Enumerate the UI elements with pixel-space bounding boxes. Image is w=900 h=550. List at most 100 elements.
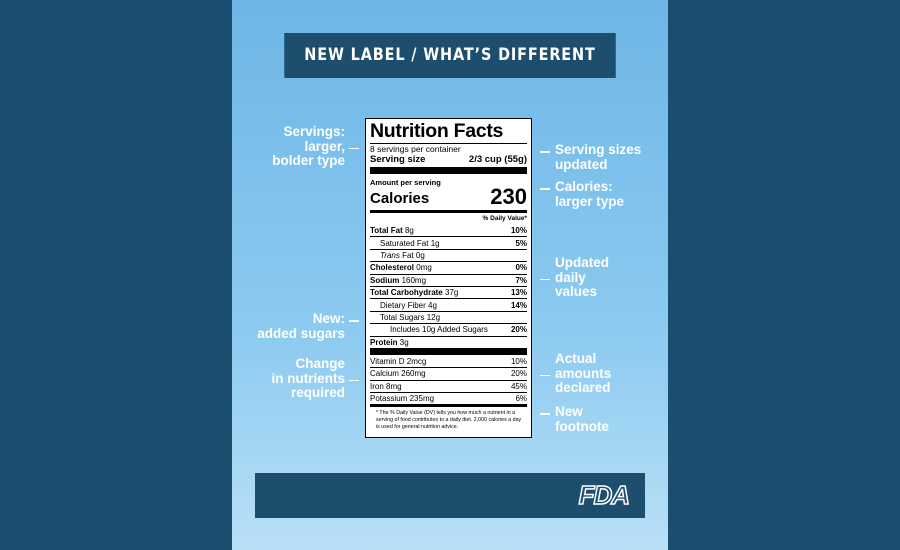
rule [370,404,527,408]
nutrient-row: Includes 10g Added Sugars 20% [370,323,527,335]
nutrient-row: Total Fat 8g 10% [370,224,527,236]
nutrient-dv: 10% [510,225,527,235]
dash [349,320,359,322]
annotation-line: New [555,404,583,419]
annotation-line: declared [555,380,611,395]
nutrient-name: Total Fat [370,225,403,235]
annotation-line: larger type [555,193,625,209]
nutrient-row: Total Carbohydrate 37g 13% [370,285,527,298]
nutrient-amount: 1g [430,238,440,248]
nutrient-name: Includes 10g Added Sugars [390,325,488,335]
nutrient-row: Vitamin D 2mcg 10% [370,355,527,367]
nutrient-name: Saturated Fat [380,238,429,248]
annotation-line: larger, [304,138,345,154]
nutrient-row: Trans Fat 0g [370,248,527,261]
nutrient: Sodium 160mg [370,276,426,285]
nutrient: Dietary Fiber 4g [370,301,437,310]
dash [540,188,550,190]
footnote: * The % Daily Value (DV) tells you how m… [376,410,522,431]
dash [349,379,359,381]
nutrient: Calcium 260mg [370,369,426,378]
nutrient-name: Vitamin D [370,356,405,366]
nutrient-row: Total Sugars 12g [370,310,527,323]
nutrient-name: Dietary Fiber [380,300,426,310]
annotation-line: added sugars [257,325,345,341]
annotation: New: added sugars [257,311,345,341]
nutrient-row: Sodium 160mg 7% [370,273,527,286]
nutrient-amount: 8mg [386,381,402,391]
nutrient-row: Protein 3g [370,335,527,348]
nutrient-amount: Fat 0g [402,250,425,260]
calories-label: Calories [370,190,430,207]
annotation: Updated daily values [555,255,609,300]
footer-bar: FDA [255,473,645,518]
nutrient-row: Potassium 235mg 6% [370,392,527,404]
nutrition-label: Nutrition Facts 8 servings per container… [365,118,532,438]
panel: NEW LABEL / WHAT’S DIFFERENT FDA [232,0,668,550]
nutrient-amount: 160mg [401,275,427,285]
nutrient: Total Carbohydrate 37g [370,288,458,297]
nutrient-dv: 7% [515,275,527,285]
nutrient-dv: 5% [515,238,527,248]
nutrient-dv: 20% [510,325,527,335]
nutrients: Total Fat 8g 10% Saturated Fat 1g 5% Trans F… [370,224,527,348]
annotation-line: Calories: [555,179,613,194]
serving-size-label: Serving size [370,154,426,165]
nutrient: Protein 3g [370,338,409,347]
nutrient-amount: 0mg [416,263,432,273]
amount-per-serving: Amount per serving [370,178,441,187]
dash [540,151,550,153]
calories-value: 230 [490,184,527,209]
nutrient-row: Cholesterol 0mg 0% [370,261,527,273]
annotation: Serving sizes updated [555,142,641,172]
rule [370,347,527,355]
dash [540,413,550,415]
serving-size-value: 2/3 cup (55g) [468,154,527,165]
nutrient-dv: 20% [510,369,527,379]
nutrient-dv: 45% [510,381,527,391]
nutrient-name: Calcium [370,369,399,379]
nutrient-dv: 13% [510,288,527,298]
annotation-line: updated [555,156,608,172]
dash [349,147,359,149]
nutrient-name: Trans [380,250,400,260]
nutrient-name: Protein [370,337,398,347]
annotation: Calories: larger type [555,179,625,209]
nutrient: Total Sugars 12g [370,313,440,322]
nutrient-amount: 37g [444,288,459,298]
rule [370,210,527,213]
nutrient-name: Sodium [370,275,400,285]
nutrient-amount: 8g [404,225,414,235]
annotation-line: amounts [555,365,612,381]
nutrient-dv: 0% [515,263,527,273]
calories: Calories 230 [370,184,527,209]
dash [540,278,550,280]
nutrient-dv: 10% [510,356,527,366]
annotation-line: required [290,385,345,400]
nutrient-row: Dietary Fiber 4g 14% [370,298,527,310]
nutrient-row: Iron 8mg 45% [370,379,527,392]
annotation-line: footnote [555,418,609,434]
nutrient-amount: 260mg [401,369,426,379]
annotation: New footnote [555,404,609,434]
dv-header: % Daily Value* [482,215,527,222]
nutrient-row: Calcium 260mg 20% [370,367,527,379]
nutrient-dv: 6% [515,394,527,404]
nutrient: Saturated Fat 1g [370,239,440,248]
vitamins: Vitamin D 2mcg 10% Calcium 260mg 20% Iron 8m… [370,355,527,405]
annotation-line: Updated [555,255,609,270]
annotation-line: values [555,284,598,299]
nutrient-amount: 3g [399,337,409,347]
label-title: Nutrition Facts [370,120,504,142]
annotation: Actual amounts declared [555,351,612,396]
nutrient: Trans Fat 0g [370,251,425,260]
nutrient: Iron 8mg [370,382,402,391]
nutrient-row: Saturated Fat 1g 5% [370,236,527,248]
annotation-line: bolder type [272,153,345,168]
annotation-line: Change [295,356,345,371]
fda-logo: FDA [578,479,631,511]
nutrient-dv: 14% [510,300,527,310]
dash [540,374,550,376]
nutrient-name: Iron [370,381,384,391]
